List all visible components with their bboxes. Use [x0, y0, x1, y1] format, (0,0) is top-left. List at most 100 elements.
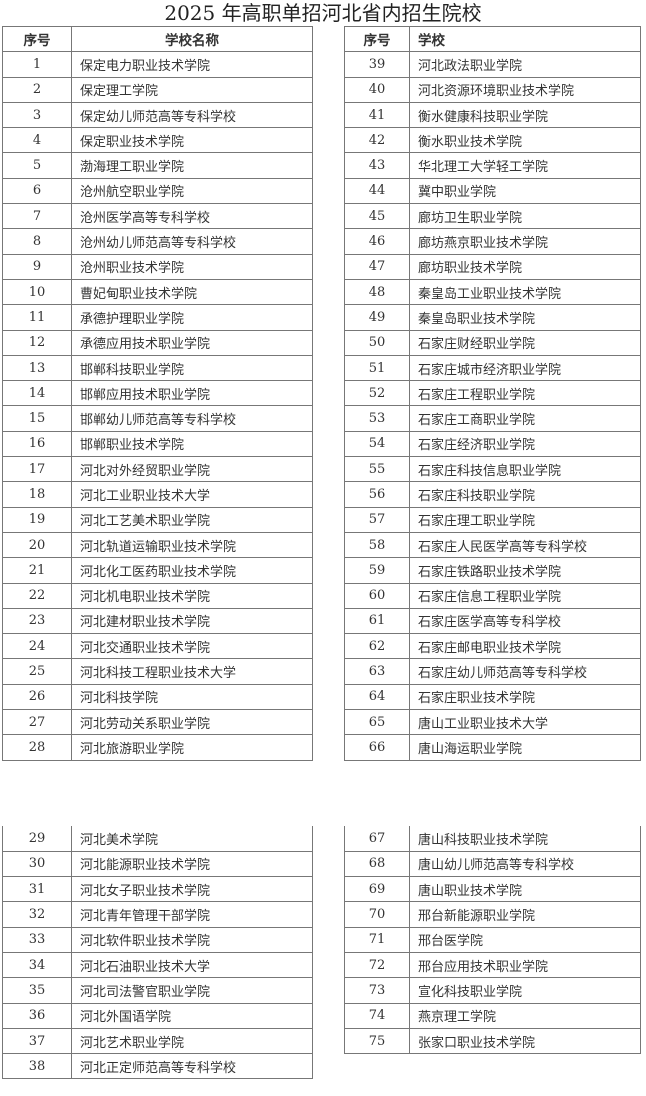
school-name: 河北青年管理干部学院	[71, 901, 313, 928]
school-name: 沧州医学高等专科学校	[71, 203, 313, 230]
row-number: 26	[2, 683, 72, 711]
row-number: 11	[2, 304, 72, 331]
school-name: 河北女子职业技术学院	[71, 876, 313, 903]
table-row: 69 唐山职业技术学院	[344, 876, 641, 903]
school-name: 河北软件职业技术学院	[71, 926, 313, 953]
row-number: 40	[344, 76, 410, 103]
table-row: 7 沧州医学高等专科学校	[2, 203, 313, 230]
school-name: 唐山工业职业技术大学	[409, 709, 641, 736]
row-number: 43	[344, 152, 410, 179]
row-number: 48	[344, 278, 410, 306]
row-number: 13	[2, 354, 72, 382]
table-row: 28 河北旅游职业学院	[2, 734, 313, 761]
table-row: 42 衡水职业技术学院	[344, 127, 641, 154]
row-number: 10	[2, 278, 72, 306]
table-row: 63 石家庄幼儿师范高等专科学校	[344, 658, 641, 685]
school-name: 邯郸科技职业学院	[71, 354, 313, 382]
row-number: 21	[2, 557, 72, 584]
table-row: 59 石家庄铁路职业技术学院	[344, 557, 641, 584]
school-name: 曹妃甸职业技术学院	[71, 278, 313, 306]
school-table-right-top: 序号 学校 39 河北政法职业学院 40 河北资源环境职业技术学院 41 衡水健康科技职业…	[344, 25, 641, 761]
table-row: 16 邯郸职业技术学院	[2, 430, 313, 458]
row-number: 51	[344, 354, 410, 382]
table-row: 40 河北资源环境职业技术学院	[344, 76, 641, 103]
row-number: 69	[344, 876, 410, 903]
row-number: 42	[344, 127, 410, 154]
school-name: 河北劳动关系职业学院	[71, 709, 313, 736]
table-row: 36 河北外国语学院	[2, 1002, 313, 1029]
school-name: 渤海理工职业学院	[71, 152, 313, 179]
row-number: 49	[344, 304, 410, 331]
school-table-left-top: 序号 学校名称 1 保定电力职业技术学院 2 保定理工学院 3 保定幼儿师范高等专科学校 4…	[2, 25, 313, 761]
row-number: 29	[2, 826, 72, 852]
row-number: 53	[344, 405, 410, 432]
table-row: 3 保定幼儿师范高等专科学校	[2, 101, 313, 129]
row-number: 67	[344, 826, 410, 852]
table-row: 66 唐山海运职业学院	[344, 734, 641, 761]
row-number: 68	[344, 850, 410, 878]
school-name: 宣化科技职业学院	[409, 977, 641, 1004]
school-name: 秦皇岛工业职业技术学院	[409, 278, 641, 306]
table-row: 68 唐山幼儿师范高等专科学校	[344, 850, 641, 878]
table-row: 65 唐山工业职业技术大学	[344, 709, 641, 736]
row-number: 8	[2, 228, 72, 255]
table-row: 33 河北软件职业技术学院	[2, 926, 313, 953]
school-table-right-bottom: 67 唐山科技职业技术学院 68 唐山幼儿师范高等专科学校 69 唐山职业技术学院 70 邢台…	[344, 826, 641, 1055]
table-row: 53 石家庄工商职业学院	[344, 405, 641, 432]
school-name: 河北正定师范高等专科学校	[71, 1053, 313, 1080]
row-number: 60	[344, 582, 410, 609]
table-row: 47 廊坊职业技术学院	[344, 253, 641, 280]
school-name: 衡水健康科技职业学院	[409, 101, 641, 129]
school-name: 河北美术学院	[71, 826, 313, 852]
table-row: 54 石家庄经济职业学院	[344, 430, 641, 458]
school-name: 邯郸应用技术职业学院	[71, 380, 313, 407]
school-name: 河北科技学院	[71, 683, 313, 711]
row-number: 30	[2, 850, 72, 878]
table-row: 17 河北对外经贸职业学院	[2, 456, 313, 483]
header-num: 序号	[2, 25, 72, 53]
table-row: 49 秦皇岛职业技术学院	[344, 304, 641, 331]
table-header: 序号 学校名称	[2, 25, 313, 53]
row-number: 2	[2, 76, 72, 103]
school-name: 河北机电职业技术学院	[71, 582, 313, 609]
row-number: 22	[2, 582, 72, 609]
school-name: 廊坊卫生职业学院	[409, 203, 641, 230]
school-name: 河北资源环境职业技术学院	[409, 76, 641, 103]
table-row: 1 保定电力职业技术学院	[2, 51, 313, 78]
header-name: 学校名称	[71, 25, 313, 53]
school-name: 石家庄工程职业学院	[409, 380, 641, 407]
school-name: 唐山科技职业技术学院	[409, 826, 641, 852]
school-name: 冀中职业学院	[409, 177, 641, 205]
row-number: 34	[2, 951, 72, 979]
row-number: 32	[2, 901, 72, 928]
school-name: 石家庄科技信息职业学院	[409, 456, 641, 483]
row-number: 35	[2, 977, 72, 1004]
row-number: 44	[344, 177, 410, 205]
row-number: 1	[2, 51, 72, 78]
row-number: 5	[2, 152, 72, 179]
school-name: 河北石油职业技术大学	[71, 951, 313, 979]
table-row: 22 河北机电职业技术学院	[2, 582, 313, 609]
table-row: 52 石家庄工程职业学院	[344, 380, 641, 407]
row-number: 73	[344, 977, 410, 1004]
table-row: 14 邯郸应用技术职业学院	[2, 380, 313, 407]
table-row: 18 河北工业职业技术大学	[2, 481, 313, 508]
table-row: 71 邢台医学院	[344, 926, 641, 953]
row-number: 61	[344, 607, 410, 635]
table-row: 37 河北艺术职业学院	[2, 1027, 313, 1055]
table-row: 30 河北能源职业技术学院	[2, 850, 313, 878]
table-row: 31 河北女子职业技术学院	[2, 876, 313, 903]
school-name: 承德应用技术职业学院	[71, 329, 313, 356]
table-row: 19 河北工艺美术职业学院	[2, 506, 313, 533]
school-name: 唐山海运职业学院	[409, 734, 641, 761]
row-number: 64	[344, 683, 410, 711]
row-number: 37	[2, 1027, 72, 1055]
row-number: 14	[2, 380, 72, 407]
school-name: 石家庄职业技术学院	[409, 683, 641, 711]
row-number: 54	[344, 430, 410, 458]
school-name: 河北旅游职业学院	[71, 734, 313, 761]
row-number: 63	[344, 658, 410, 685]
table-row: 58 石家庄人民医学高等专科学校	[344, 531, 641, 559]
school-name: 石家庄理工职业学院	[409, 506, 641, 533]
table-row: 13 邯郸科技职业学院	[2, 354, 313, 382]
